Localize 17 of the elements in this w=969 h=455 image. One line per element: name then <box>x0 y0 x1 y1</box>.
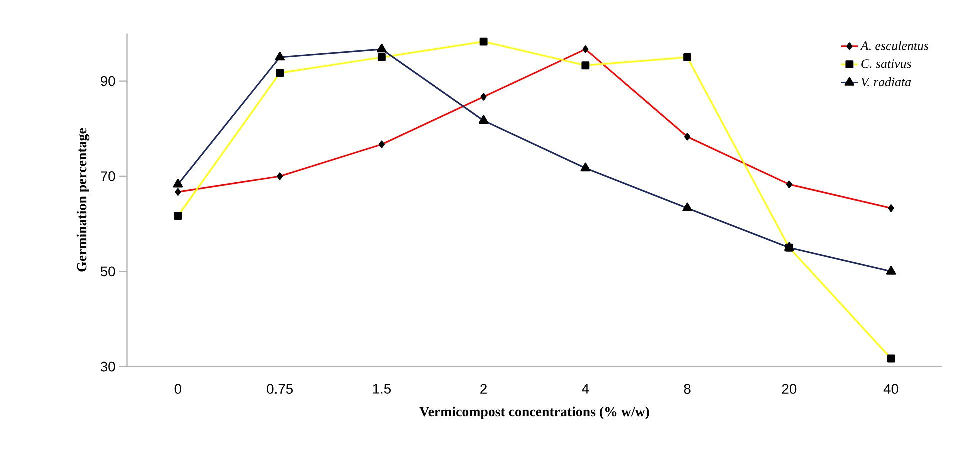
x-tick-label: 8 <box>684 384 691 394</box>
x-tick-label: 4 <box>582 384 590 394</box>
y-tick-label: 30 <box>100 362 116 372</box>
x-tick-label: 0 <box>174 384 182 394</box>
x-tick-label: 0.75 <box>267 384 293 394</box>
y-axis-title: Germination percentage <box>76 128 90 272</box>
x-axis-title: Vermicompost concentrations (% w/w) <box>420 406 650 420</box>
x-tick-label: 2 <box>480 384 487 394</box>
x-tick-label: 20 <box>782 384 797 394</box>
y-tick-label: 70 <box>101 172 116 182</box>
legend-label: C. sativus <box>862 60 912 68</box>
y-tick-label: 90 <box>101 76 116 86</box>
x-tick-label: 1.5 <box>373 384 391 394</box>
x-tick-label: 40 <box>884 384 898 394</box>
legend-label: A. esculentus <box>860 41 929 50</box>
legend-label: V. radiata <box>862 77 912 87</box>
y-tick-label: 50 <box>100 266 116 277</box>
